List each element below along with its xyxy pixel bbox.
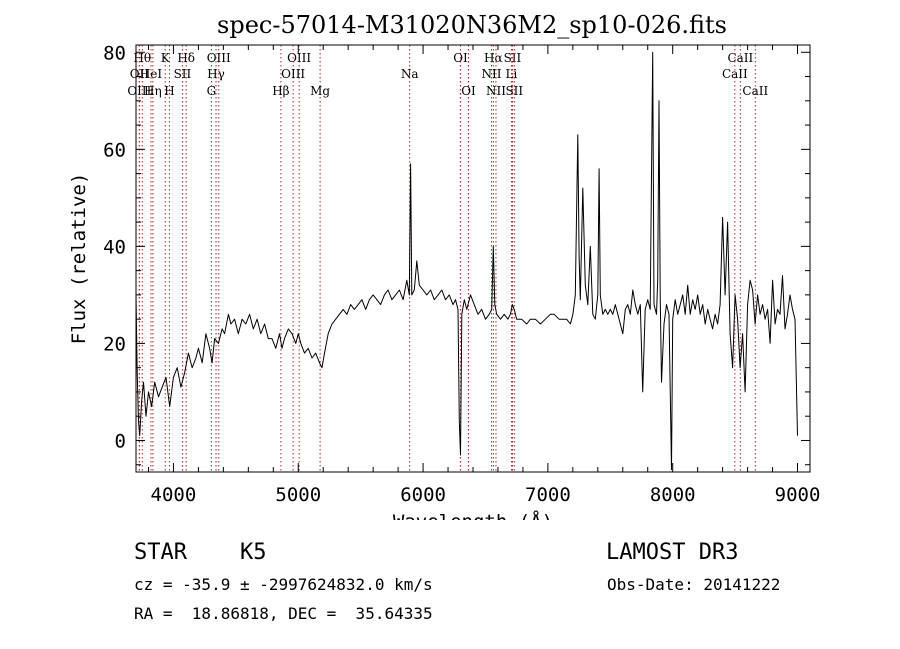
y-tick-label: 40 — [103, 236, 126, 258]
marker-label: OIII — [287, 51, 311, 65]
series-line-0 — [135, 51, 798, 471]
chart-title: spec-57014-M31020N36M2_sp10-026.fits — [217, 11, 727, 39]
marker-label: SII — [504, 51, 522, 65]
x-tick-label: 6000 — [400, 484, 446, 506]
marker-label: Hβ — [272, 84, 289, 98]
marker-label: OI — [453, 51, 468, 65]
x-tick-label: 7000 — [525, 484, 571, 506]
coordinates-text: RA = 18.86818, DEC = 35.64335 — [134, 604, 433, 623]
x-tick-label: 8000 — [650, 484, 696, 506]
axes: 4000 5000 6000 7000 8000 9000 0 20 40 60 80 — [103, 42, 820, 506]
survey-label: LAMOST DR3 — [606, 540, 739, 565]
marker-label: Mg — [310, 84, 330, 98]
marker-label: K — [161, 51, 171, 65]
marker-label: Hα — [484, 51, 503, 65]
x-tick-label: 5000 — [275, 484, 321, 506]
marker-label: OIII — [207, 51, 231, 65]
redshift-text: cz = -35.9 ± -2997624832.0 km/s — [134, 575, 433, 594]
y-tick-label: 80 — [103, 42, 126, 64]
marker-label: CaII — [722, 67, 748, 81]
obs-date-text: Obs-Date: 20141222 — [607, 575, 781, 594]
y-tick-label: 0 — [115, 430, 126, 452]
marker-label: SII — [505, 84, 523, 98]
marker-label: Hθ — [133, 51, 151, 65]
marker-label: OIII — [281, 67, 305, 81]
marker-label: G — [207, 84, 217, 98]
spectrum-chart: spec-57014-M31020N36M2_sp10-026.fits Hθ K… — [68, 11, 820, 520]
y-tick-label: 60 — [103, 139, 126, 161]
x-tick-label: 4000 — [151, 484, 197, 506]
x-axis-label: Wavelength (Å) — [393, 510, 553, 520]
x-tick-label: 9000 — [775, 484, 821, 506]
marker-label: OI — [461, 84, 476, 98]
marker-label: HeI — [140, 67, 163, 81]
marker-label: OIII — [127, 84, 151, 98]
marker-label: Hδ — [177, 51, 195, 65]
marker-label: CaII — [742, 84, 768, 98]
y-tick-label: 20 — [103, 333, 126, 355]
series-layer — [135, 51, 798, 471]
classification-text: STAR K5 — [134, 540, 267, 565]
marker-label: Hη — [144, 84, 162, 98]
marker-label: NII — [481, 67, 501, 81]
marker-label: H — [164, 84, 174, 98]
marker-label: CaII — [727, 51, 753, 65]
marker-label: SII — [174, 67, 192, 81]
marker-label: Li — [506, 67, 518, 81]
y-axis-label: Flux (relative) — [68, 173, 90, 345]
marker-label: Na — [401, 67, 419, 81]
marker-label: NII — [486, 84, 506, 98]
plot-frame — [135, 44, 811, 473]
marker-label: Hγ — [207, 67, 225, 81]
